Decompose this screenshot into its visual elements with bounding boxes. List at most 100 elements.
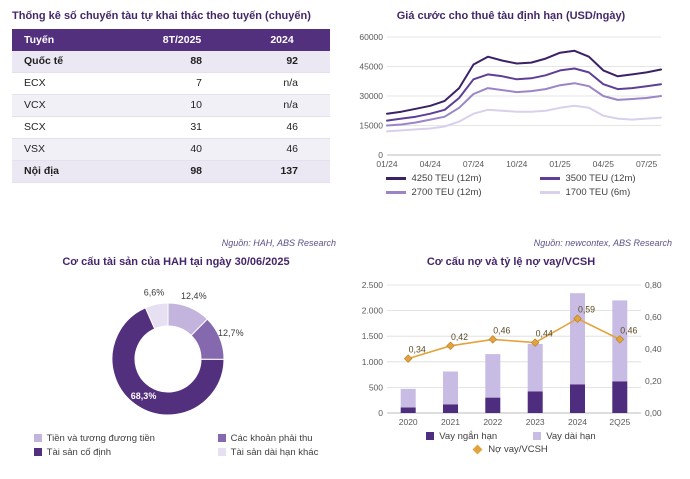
route-value-cell: n/a: [234, 94, 330, 117]
donut-slice-label: 12,4%: [181, 291, 207, 301]
left-axis-label: 0: [378, 408, 383, 418]
legend-label: Các khoản phải thu: [230, 432, 313, 444]
bar-long-term-debt: [485, 353, 501, 398]
x-tick-label: 01/24: [376, 159, 398, 169]
charter-chart-title: Giá cước cho thuê tàu định hạn (USD/ngày…: [396, 10, 626, 22]
legend-label: 3500 TEU (12m): [565, 172, 636, 184]
legend-item: 4250 TEU (12m): [386, 173, 514, 184]
legend-line-swatch: [540, 176, 561, 180]
donut-slice: [111, 306, 225, 416]
right-axis-label: 0,40: [645, 344, 662, 354]
panel-debt-structure: Cơ cấu nợ và tỷ lệ nợ vay/VCSH 0 500 1.000…: [344, 252, 680, 473]
debt-ratio-line: [407, 317, 621, 360]
right-axis-label: 0,00: [645, 408, 662, 418]
left-axis-label: 2.000: [362, 305, 384, 315]
debt-ratio-value-label: 0,59: [578, 304, 595, 314]
route-value-cell: 88: [130, 50, 234, 73]
charter-chart-source: Nguồn: newcontex, ABS Research: [533, 238, 672, 248]
debt-ratio-value-label: 0,34: [409, 344, 426, 354]
route-value-cell: 98: [130, 160, 234, 183]
x-tick-label: 2020: [399, 417, 418, 427]
legend-item: Tiền và tương đương tiền: [33, 432, 192, 444]
left-axis-label: 500: [369, 382, 383, 392]
legend-item: Tài sản dài hạn khác: [217, 447, 318, 458]
legend-row: Nợ vay/VCSH: [346, 444, 676, 455]
charter-legend: 4250 TEU (12m) 3500 TEU (12m) 2700 TEU (12…: [346, 173, 676, 198]
legend-label: 1700 TEU (6m): [565, 186, 631, 198]
route-value-cell: 10: [130, 94, 234, 117]
debt-ratio-value-label: 0,42: [451, 332, 468, 342]
table-row: VCX 10 n/a: [12, 94, 330, 117]
table-row: VSX 40 46: [12, 138, 330, 161]
route-name-cell: ECX: [12, 72, 130, 95]
table-row: SCX 31 46: [12, 116, 330, 139]
donut-slice-label: 6,6%: [144, 287, 165, 297]
legend-label: Vay ngắn hạn: [439, 430, 498, 442]
route-name-cell: Nội địa: [12, 160, 130, 183]
bar-short-term-debt: [485, 397, 501, 413]
route-value-cell: 137: [234, 160, 330, 183]
debt-ratio-marker: [488, 334, 498, 344]
legend-item: 2700 TEU (12m): [386, 187, 514, 198]
quadrant-grid: Thống kê số chuyến tàu tự khai thác theo…: [10, 6, 680, 473]
fleet-column-header: Tuyến: [12, 28, 130, 51]
route-value-cell: 46: [234, 116, 330, 139]
legend-square-swatch: [33, 448, 42, 457]
legend-item: Nợ vay/VCSH: [472, 444, 548, 455]
fleet-column-header: 2024: [234, 28, 330, 51]
bar-short-term-debt: [400, 407, 416, 413]
panel-asset-structure: Cơ cấu tài sản của HAH tại ngày 30/06/20…: [10, 252, 344, 473]
bar-short-term-debt: [612, 381, 628, 413]
table-row: Quốc tế 88 92: [12, 50, 330, 73]
fleet-column-header: 8T/2025: [130, 28, 234, 51]
legend-square-swatch: [426, 432, 435, 441]
legend-item: 1700 TEU (6m): [540, 187, 635, 198]
debt-ratio-marker: [446, 341, 455, 350]
legend-row: Vay ngắn hạn Vay dài hạn: [346, 431, 676, 442]
legend-label: Tài sản cố định: [46, 446, 112, 458]
debt-ratio-value-label: 0,46: [620, 325, 637, 335]
left-axis-label: 1.500: [362, 331, 384, 341]
y-tick-label: 30000: [359, 91, 383, 101]
legend-label: Vay dài hạn: [546, 430, 596, 442]
legend-square-swatch: [217, 434, 226, 443]
debt-chart-title: Cơ cấu nợ và tỷ lệ nợ vay/VCSH: [426, 256, 596, 268]
legend-item: Các khoản phải thu: [217, 432, 319, 444]
bar-long-term-debt: [400, 388, 416, 408]
fleet-table-body: Quốc tế 88 92 ECX 7 n/a VCX 10 n/a SCX 31 46 VSX 40 46…: [12, 50, 330, 183]
bar-short-term-debt: [527, 391, 543, 413]
legend-square-swatch: [217, 448, 226, 457]
route-value-cell: n/a: [234, 72, 330, 95]
line-series: [386, 81, 662, 127]
bar-short-term-debt: [443, 404, 458, 413]
route-name-cell: VCX: [12, 94, 130, 117]
legend-line-swatch: [386, 176, 407, 180]
legend-label: 4250 TEU (12m): [411, 172, 482, 184]
x-tick-label: 2022: [483, 417, 502, 427]
donut-slice-label: 12,7%: [218, 328, 244, 338]
x-tick-label: 04/25: [593, 159, 615, 169]
fleet-table-head: Tuyến 8T/2025 2024: [12, 28, 330, 51]
legend-line-swatch: [386, 190, 407, 194]
x-tick-label: 07/24: [463, 159, 485, 169]
route-value-cell: 7: [130, 72, 234, 95]
fleet-table-title: Thống kê số chuyến tàu tự khai thác theo…: [12, 10, 311, 22]
route-value-cell: 40: [130, 138, 234, 161]
asset-chart-title: Cơ cấu tài sản của HAH tại ngày 30/06/20…: [62, 256, 290, 268]
table-row: Nội địa 98 137: [12, 160, 330, 183]
x-tick-label: 07/25: [636, 159, 658, 169]
legend-square-swatch: [533, 432, 542, 441]
x-tick-label: 01/25: [549, 159, 571, 169]
legend-item: Vay dài hạn: [533, 430, 596, 442]
route-value-cell: 92: [234, 50, 330, 73]
y-tick-label: 15000: [359, 120, 383, 130]
route-value-cell: 31: [130, 116, 234, 139]
y-tick-label: 60000: [359, 32, 383, 42]
asset-legend: Tiền và tương đương tiền Các khoản phải t…: [12, 433, 340, 458]
legend-item: 3500 TEU (12m): [540, 172, 636, 184]
left-axis-label: 1.000: [362, 357, 384, 367]
legend-square-swatch: [33, 434, 42, 443]
legend-label: Tiền và tương đương tiền: [46, 432, 155, 444]
right-axis-label: 0,20: [645, 376, 662, 386]
